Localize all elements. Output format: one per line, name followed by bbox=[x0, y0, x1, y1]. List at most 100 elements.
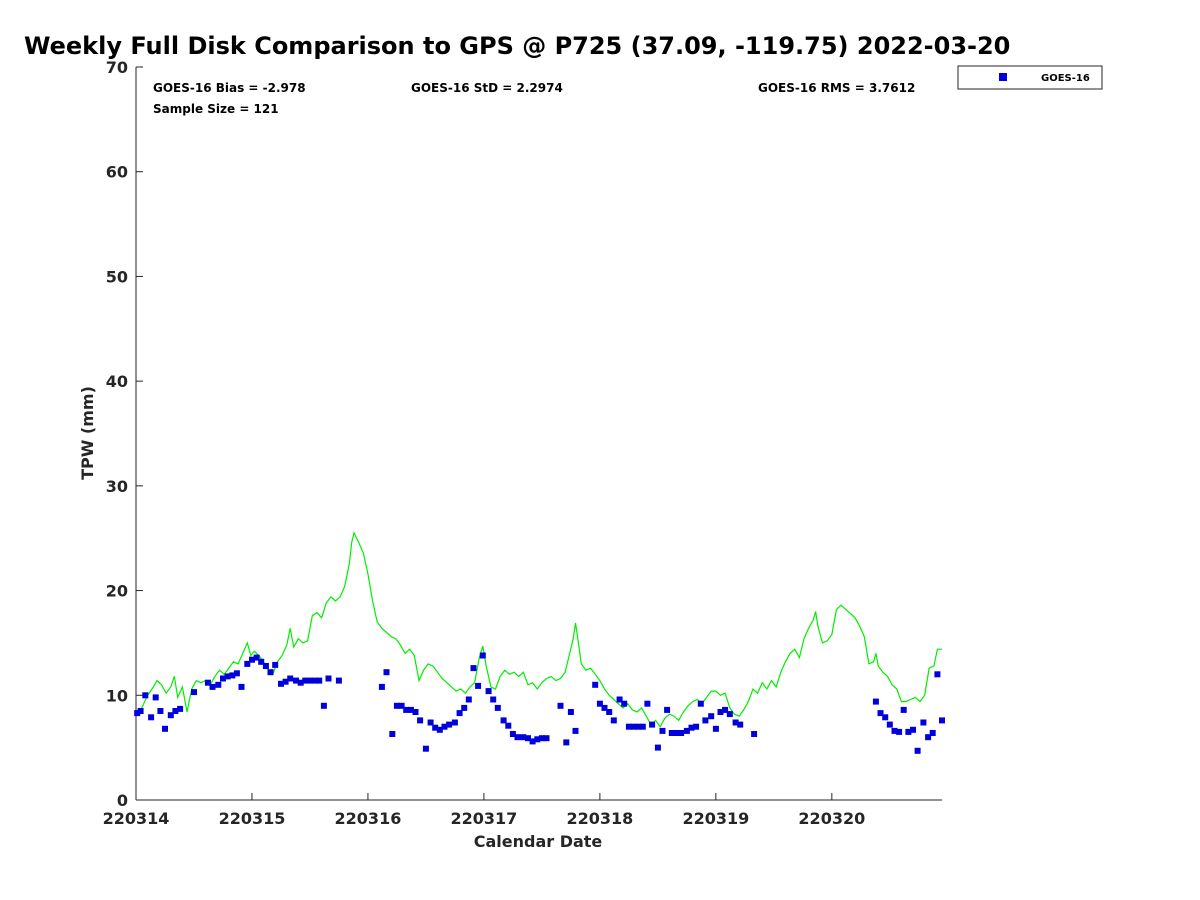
goes16-point bbox=[456, 710, 463, 717]
goes16-point bbox=[538, 735, 545, 742]
x-tick-label: 220320 bbox=[798, 809, 865, 828]
goes16-point bbox=[204, 679, 211, 686]
goes16-point bbox=[378, 683, 385, 690]
goes16-point bbox=[683, 727, 690, 734]
x-tick-label: 220315 bbox=[219, 809, 286, 828]
goes16-point bbox=[278, 680, 284, 687]
goes16-point bbox=[872, 698, 879, 705]
goes16-point bbox=[621, 700, 628, 707]
goes16-point bbox=[910, 726, 916, 733]
goes16-point bbox=[389, 731, 396, 737]
goes16-point bbox=[451, 719, 458, 726]
goes16-point bbox=[914, 747, 921, 754]
goes16-point bbox=[432, 724, 439, 731]
goes16-point bbox=[249, 656, 255, 663]
goes16-point bbox=[654, 744, 661, 751]
goes16-point bbox=[601, 704, 608, 711]
goes16-point bbox=[403, 706, 410, 713]
goes16-point bbox=[886, 721, 893, 728]
legend-label-goes16: GOES-16 bbox=[1041, 73, 1090, 84]
goes16-point bbox=[152, 694, 159, 701]
goes16-point bbox=[302, 677, 309, 684]
y-tick-label: 20 bbox=[106, 582, 128, 601]
goes16-point bbox=[172, 708, 179, 714]
goes16-point bbox=[262, 663, 269, 669]
goes16-point bbox=[485, 688, 492, 695]
goes16-point bbox=[320, 702, 327, 709]
y-tick-label: 60 bbox=[106, 163, 128, 182]
plot-area: 0 10 20 30 40 50 60 70 220314 220315 220316 220317… bbox=[103, 58, 945, 828]
goes16-point bbox=[644, 700, 651, 707]
goes16-point bbox=[534, 736, 541, 743]
goes16-point bbox=[233, 670, 240, 677]
goes16-point bbox=[920, 719, 927, 726]
sample-size-stat: Sample Size = 121 bbox=[153, 102, 279, 116]
goes16-point bbox=[673, 730, 680, 736]
goes16-point bbox=[215, 681, 222, 688]
goes16-point bbox=[693, 723, 700, 730]
goes16-point bbox=[307, 677, 313, 684]
x-tick-label: 220316 bbox=[335, 809, 402, 828]
goes16-point bbox=[702, 717, 709, 724]
y-tick-label: 70 bbox=[106, 58, 128, 77]
goes16-point bbox=[596, 700, 603, 707]
goes16-point bbox=[688, 724, 695, 731]
goes16-point bbox=[494, 704, 501, 711]
goes16-point bbox=[407, 706, 414, 713]
goes16-point bbox=[209, 683, 216, 690]
goes16-point bbox=[167, 712, 174, 719]
legend: GOES-16 bbox=[957, 65, 1103, 90]
goes16-point bbox=[905, 728, 912, 735]
x-tick-label: 220318 bbox=[566, 809, 633, 828]
goes16-point bbox=[520, 734, 527, 741]
goes16-point bbox=[659, 727, 666, 734]
goes16-point bbox=[267, 669, 274, 676]
goes16-point bbox=[543, 735, 550, 742]
legend-box bbox=[957, 65, 1103, 90]
goes16-point bbox=[177, 705, 184, 712]
legend-marker-goes16 bbox=[999, 73, 1007, 81]
y-tick-label: 30 bbox=[106, 477, 128, 496]
y-ticks: 0 10 20 30 40 50 60 70 bbox=[106, 58, 143, 810]
goes16-point bbox=[529, 738, 536, 745]
goes16-point bbox=[592, 681, 599, 688]
goes16-point bbox=[877, 710, 884, 717]
goes16-point bbox=[258, 658, 265, 665]
goes16-point bbox=[726, 711, 733, 718]
goes16-point bbox=[224, 673, 231, 680]
goes16-point bbox=[229, 672, 236, 679]
goes16-point bbox=[490, 696, 497, 703]
goes16-point bbox=[253, 654, 260, 661]
goes16-point bbox=[244, 660, 251, 667]
goes16-point bbox=[137, 708, 144, 714]
goes16-point bbox=[325, 675, 332, 682]
goes16-point bbox=[751, 731, 758, 737]
goes16-point bbox=[722, 706, 729, 713]
gps-series-line bbox=[135, 531, 942, 728]
goes16-point bbox=[896, 728, 903, 735]
goes16-point bbox=[441, 723, 448, 730]
x-tick-label: 220319 bbox=[682, 809, 749, 828]
bias-stat: GOES-16 Bias = -2.978 bbox=[153, 81, 306, 95]
goes16-point bbox=[134, 710, 141, 717]
goes16-point bbox=[697, 700, 704, 707]
goes16-point bbox=[191, 689, 197, 696]
goes16-point bbox=[475, 682, 482, 689]
goes16-point bbox=[422, 745, 429, 752]
goes16-point bbox=[393, 702, 400, 709]
goes16-point bbox=[900, 706, 907, 713]
goes16-point bbox=[891, 727, 898, 734]
goes16-point bbox=[505, 722, 512, 729]
goes16-point bbox=[939, 717, 945, 724]
goes16-point bbox=[882, 714, 889, 721]
goes16-point bbox=[708, 713, 715, 720]
goes16-point bbox=[616, 696, 623, 703]
std-stat: GOES-16 StD = 2.2974 bbox=[411, 81, 563, 95]
goes16-point bbox=[316, 677, 323, 684]
y-tick-label: 0 bbox=[117, 791, 128, 810]
goes16-point bbox=[297, 679, 304, 686]
goes16-point bbox=[287, 675, 294, 682]
goes16-point bbox=[717, 709, 724, 715]
goes16-point bbox=[929, 730, 936, 736]
